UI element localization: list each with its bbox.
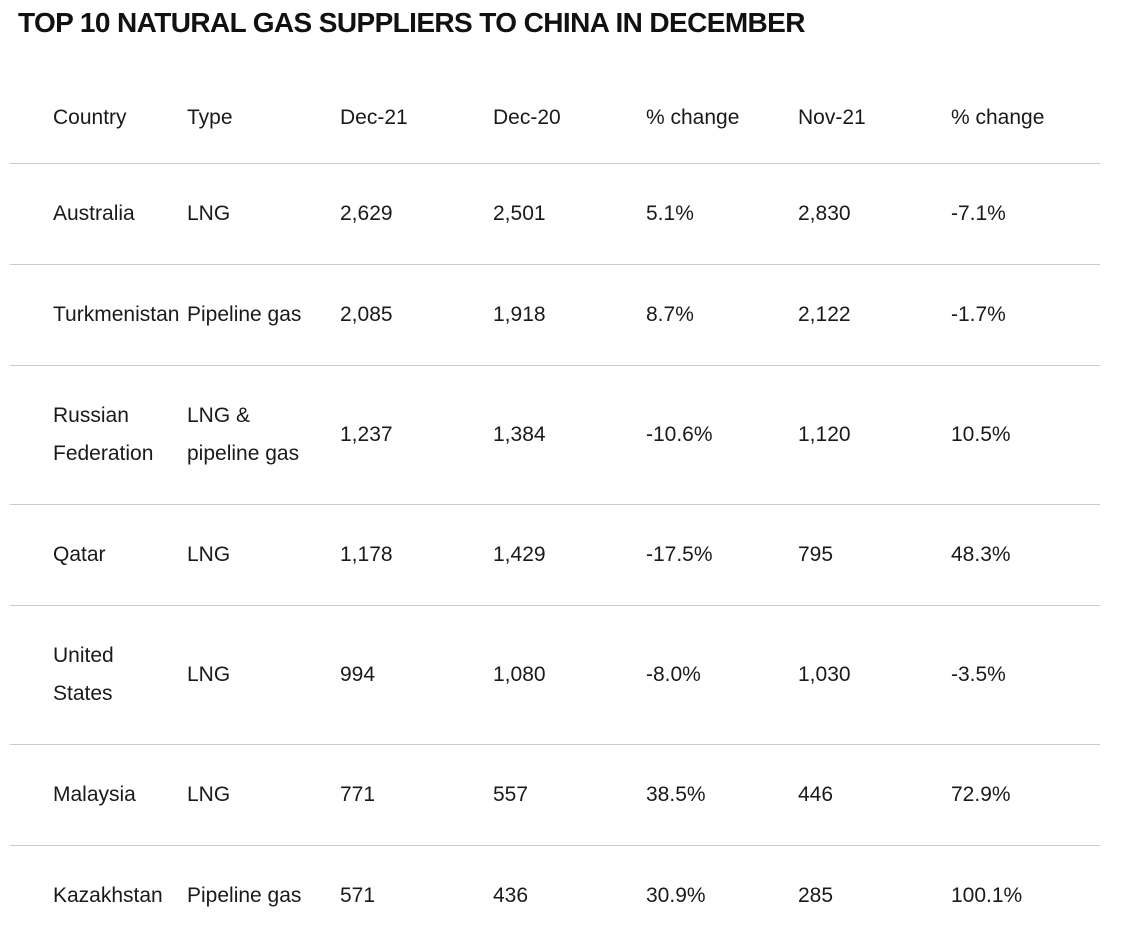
cell-country: Russian Federation [53,404,154,465]
cell-dec21: 571 [340,884,376,907]
table-row: Russian Federation LNG & pipeline gas 1,… [10,366,1100,505]
column-header-pct-mom: % change [951,106,1045,129]
cell-dec20: 1,918 [493,303,546,326]
cell-pct-mom: 72.9% [951,783,1011,806]
cell-dec20: 2,501 [493,202,546,225]
cell-pct-yoy: 30.9% [646,884,706,907]
table-row: United States LNG 994 1,080 -8.0% 1,030 … [10,606,1100,745]
table-body: Australia LNG 2,629 2,501 5.1% 2,830 -7.… [10,164,1100,931]
cell-type: LNG [187,202,231,225]
cell-country: United States [53,644,114,705]
cell-type: LNG & pipeline gas [187,404,300,465]
table-row: Kazakhstan Pipeline gas 571 436 30.9% 28… [10,846,1100,931]
column-header-type: Type [187,106,233,129]
cell-dec21: 771 [340,783,376,806]
cell-nov21: 1,120 [798,423,851,446]
cell-dec21: 994 [340,663,376,686]
cell-type: Pipeline gas [187,303,302,326]
column-header-dec21: Dec-21 [340,106,408,129]
table-row: Turkmenistan Pipeline gas 2,085 1,918 8.… [10,265,1100,366]
cell-country: Turkmenistan [53,303,180,326]
cell-pct-mom: -7.1% [951,202,1006,225]
cell-country: Qatar [53,543,106,566]
cell-nov21: 285 [798,884,834,907]
cell-pct-yoy: 38.5% [646,783,706,806]
column-header-country: Country [53,106,127,129]
suppliers-table: Country Type Dec-21 Dec-20 % change Nov-… [10,85,1100,931]
cell-pct-mom: 48.3% [951,543,1011,566]
cell-type: Pipeline gas [187,884,302,907]
cell-pct-mom: 10.5% [951,423,1011,446]
cell-dec21: 2,629 [340,202,393,225]
cell-nov21: 795 [798,543,834,566]
cell-nov21: 2,830 [798,202,851,225]
table-row: Australia LNG 2,629 2,501 5.1% 2,830 -7.… [10,164,1100,265]
cell-country: Malaysia [53,783,136,806]
page-title: TOP 10 NATURAL GAS SUPPLIERS TO CHINA IN… [18,7,805,38]
cell-type: LNG [187,663,231,686]
cell-nov21: 2,122 [798,303,851,326]
cell-type: LNG [187,783,231,806]
cell-dec20: 1,080 [493,663,546,686]
cell-type: LNG [187,543,231,566]
table-header-row: Country Type Dec-21 Dec-20 % change Nov-… [10,85,1100,164]
cell-nov21: 1,030 [798,663,851,686]
cell-pct-mom: -1.7% [951,303,1006,326]
column-header-pct-yoy: % change [646,106,740,129]
cell-pct-yoy: -8.0% [646,663,701,686]
cell-dec21: 2,085 [340,303,393,326]
cell-pct-mom: 100.1% [951,884,1023,907]
cell-pct-yoy: 8.7% [646,303,694,326]
cell-pct-mom: -3.5% [951,663,1006,686]
cell-country: Australia [53,202,135,225]
cell-pct-yoy: 5.1% [646,202,694,225]
cell-dec21: 1,237 [340,423,393,446]
cell-pct-yoy: -17.5% [646,543,713,566]
cell-dec20: 557 [493,783,529,806]
table-row: Qatar LNG 1,178 1,429 -17.5% 795 48.3% [10,505,1100,606]
cell-dec20: 436 [493,884,529,907]
cell-nov21: 446 [798,783,834,806]
cell-dec20: 1,384 [493,423,546,446]
cell-pct-yoy: -10.6% [646,423,713,446]
cell-dec20: 1,429 [493,543,546,566]
column-header-dec20: Dec-20 [493,106,561,129]
column-header-nov21: Nov-21 [798,106,866,129]
table-row: Malaysia LNG 771 557 38.5% 446 72.9% [10,745,1100,846]
cell-country: Kazakhstan [53,884,163,907]
cell-dec21: 1,178 [340,543,393,566]
